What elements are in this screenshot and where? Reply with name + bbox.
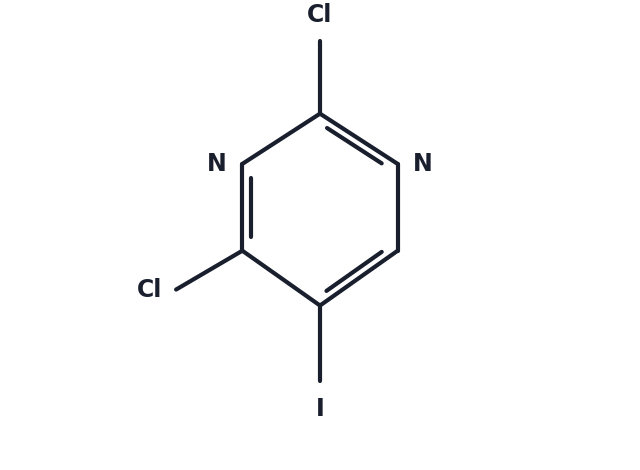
Text: I: I xyxy=(316,397,324,421)
Text: Cl: Cl xyxy=(137,278,163,302)
Text: N: N xyxy=(207,152,227,176)
Text: N: N xyxy=(413,152,433,176)
Text: Cl: Cl xyxy=(307,3,333,27)
